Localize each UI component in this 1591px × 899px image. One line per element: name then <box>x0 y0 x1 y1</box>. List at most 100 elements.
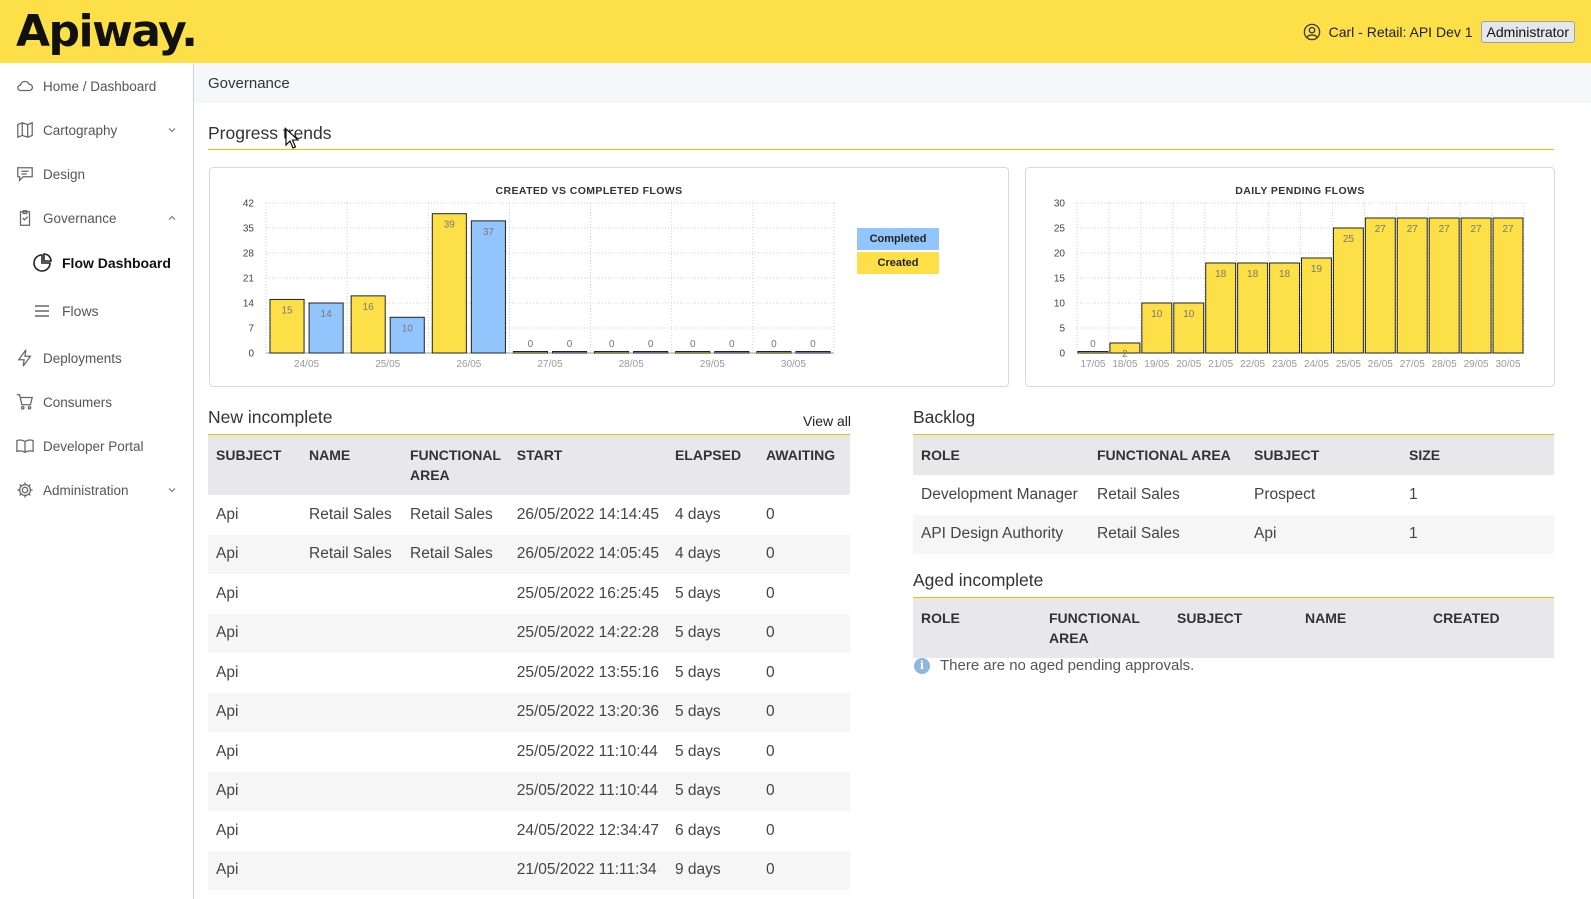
table-cell <box>402 811 509 851</box>
column-header-role[interactable]: ROLE <box>913 598 1041 658</box>
y-tick-label: 30 <box>1054 199 1066 210</box>
table-row[interactable]: Api 25/05/2022 16:25:45 5 days 0 <box>208 574 850 614</box>
table-cell: 26/05/2022 14:05:45 <box>508 534 667 574</box>
table-row[interactable]: Api 25/05/2022 13:55:16 5 days 0 <box>208 653 850 693</box>
y-tick-label: 14 <box>243 299 255 310</box>
table-row[interactable]: Api Retail Sales Retail Sales 26/05/2022 14… <box>208 534 850 574</box>
table-cell: 0 <box>757 692 850 732</box>
chevron-down-icon <box>168 488 176 493</box>
view-all-link[interactable]: View all <box>803 413 851 429</box>
table-cell: 5 days <box>666 692 758 732</box>
column-header-awaiting[interactable]: AWAITING <box>757 435 850 495</box>
column-header-size[interactable]: SIZE <box>1401 435 1554 475</box>
sidebar-item-home[interactable]: Home / Dashboard <box>16 77 178 95</box>
sidebar-item-label: Home / Dashboard <box>43 78 157 94</box>
data-label: 0 <box>1090 339 1096 350</box>
table-row[interactable]: Api Retail Sales Retail Sales 26/05/2022 14… <box>208 495 850 535</box>
y-tick-label: 0 <box>248 349 254 360</box>
table-cell: Api <box>208 692 301 732</box>
app-logo[interactable]: Apiway. <box>16 5 198 57</box>
column-header-elapsed[interactable]: ELAPSED <box>666 435 758 495</box>
legend-created: Created <box>857 252 939 274</box>
data-label: 25 <box>1343 234 1355 245</box>
table-cell: Retail Sales <box>1089 514 1246 554</box>
table-row[interactable]: Api 25/05/2022 11:10:44 5 days 0 <box>208 771 850 811</box>
sidebar-item-deployments[interactable]: Deployments <box>16 349 178 367</box>
data-label: 18 <box>1279 269 1291 280</box>
y-tick-label: 15 <box>1054 274 1066 285</box>
column-header-role[interactable]: ROLE <box>913 435 1089 475</box>
table-cell: 25/05/2022 11:10:44 <box>516 742 658 760</box>
sidebar-item-flow-dashboard[interactable]: Flow Dashboard <box>32 253 171 273</box>
sidebar-item-administration[interactable]: Administration <box>16 481 178 499</box>
sidebar-item-consumers[interactable]: Consumers <box>16 393 178 411</box>
column-header-functional-area[interactable]: FUNCTIONAL AREA <box>1041 598 1169 658</box>
table-cell: 5 days <box>674 584 721 602</box>
data-label: 0 <box>528 339 534 350</box>
table-row[interactable]: Api 25/05/2022 13:20:36 5 days 0 <box>208 692 850 732</box>
column-header-subject[interactable]: SUBJECT <box>1246 435 1401 475</box>
x-tick-label: 25/05 <box>375 359 400 370</box>
bar <box>269 298 305 354</box>
x-tick-label: 24/05 <box>1304 359 1329 370</box>
column-header-created[interactable]: CREATED <box>1425 598 1554 658</box>
user-name: Carl - Retail: API Dev 1 <box>1328 23 1473 40</box>
sidebar-item-developer-portal[interactable]: Developer Portal <box>16 437 178 455</box>
bar <box>1364 217 1396 354</box>
x-tick-label: 26/05 <box>1368 359 1393 370</box>
y-tick-label: 42 <box>243 199 255 210</box>
x-tick-label: 30/05 <box>1496 359 1521 370</box>
table-row[interactable]: Api 25/05/2022 11:10:44 5 days 0 <box>208 732 850 772</box>
table-row[interactable]: Api 25/05/2022 14:22:28 5 days 0 <box>208 613 850 653</box>
sidebar-item-governance[interactable]: Governance <box>16 209 178 227</box>
table-row[interactable]: Development Manager Retail Sales Prospect 1 <box>913 475 1554 515</box>
data-label: 0 <box>729 339 735 350</box>
column-header-start[interactable]: START <box>508 435 667 495</box>
data-label: 0 <box>690 339 696 350</box>
user-menu[interactable]: Carl - Retail: API Dev 1 Administrator <box>1303 20 1575 43</box>
sidebar-item-cartography[interactable]: Cartography <box>16 121 178 139</box>
column-header-name[interactable]: NAME <box>301 435 402 495</box>
table-cell <box>301 653 402 693</box>
x-tick-label: 30/05 <box>781 359 806 370</box>
table-cell: 0 <box>765 821 775 839</box>
sidebar-item-design[interactable]: Design <box>16 165 178 183</box>
mouse-cursor-icon <box>285 128 299 149</box>
table-cell <box>402 653 509 693</box>
table-cell: 5 days <box>674 663 721 681</box>
table-cell <box>301 811 402 851</box>
table-row[interactable]: Api 21/05/2022 11:11:34 9 days 0 <box>208 850 850 890</box>
x-tick-label: 20/05 <box>1176 359 1201 370</box>
sidebar-subitem-label: Flow Dashboard <box>62 255 171 271</box>
table-header-row: ROLE FUNCTIONAL AREA SUBJECT SIZE <box>913 435 1554 475</box>
column-header-subject[interactable]: SUBJECT <box>1169 598 1297 658</box>
breadcrumb-bar: Governance <box>194 63 1591 103</box>
backlog-table: ROLE FUNCTIONAL AREA SUBJECT SIZE Develo… <box>913 435 1554 554</box>
data-label: 27 <box>1375 224 1387 235</box>
bar <box>512 351 548 354</box>
table-cell: 25/05/2022 16:25:45 <box>516 584 659 602</box>
table-cell: 4 days <box>674 505 721 523</box>
table-row[interactable]: API Design Authority Retail Sales Api 1 <box>913 514 1554 554</box>
table-row[interactable]: Api 24/05/2022 12:34:47 6 days 0 <box>208 811 850 851</box>
y-tick-label: 5 <box>1059 324 1065 335</box>
sidebar-item-flows[interactable]: Flows <box>32 301 99 321</box>
data-label: 0 <box>609 339 615 350</box>
column-header-functional-area[interactable]: FUNCTIONAL AREA <box>402 435 509 495</box>
bar <box>675 351 711 354</box>
column-header-subject[interactable]: SUBJECT <box>208 435 301 495</box>
table-cell: 6 days <box>674 821 721 839</box>
table-cell: 25/05/2022 13:55:16 <box>516 663 659 681</box>
sidebar: Home / Dashboard Cartography Design Gove… <box>0 63 194 899</box>
bar <box>1205 262 1237 354</box>
data-label: 0 <box>648 339 654 350</box>
data-label: 19 <box>1311 264 1323 275</box>
sidebar-subitem-label: Flows <box>62 303 99 319</box>
y-tick-label: 28 <box>243 249 255 260</box>
cart-icon <box>16 394 34 410</box>
column-header-name[interactable]: NAME <box>1297 598 1425 658</box>
data-label: 27 <box>1471 224 1483 235</box>
bolt-icon <box>17 349 32 367</box>
table-cell <box>402 850 509 890</box>
column-header-functional-area[interactable]: FUNCTIONAL AREA <box>1089 435 1246 475</box>
